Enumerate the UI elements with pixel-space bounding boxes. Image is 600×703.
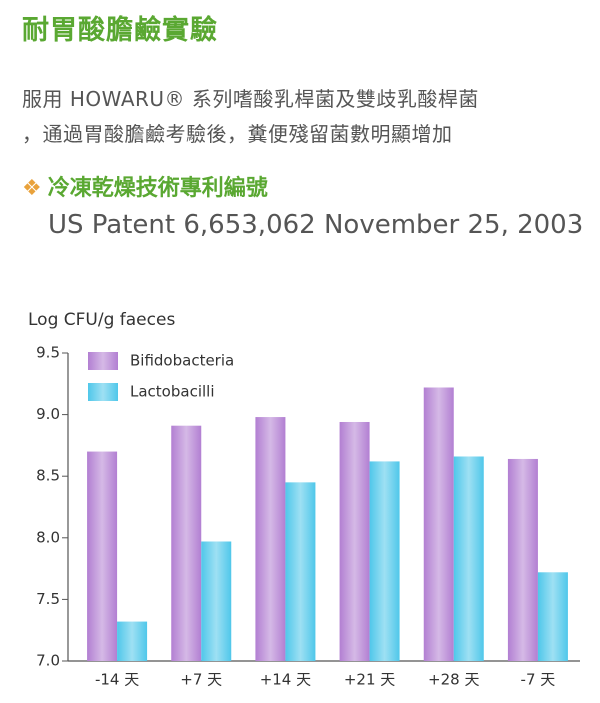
y-tick-label: 7.5 (36, 590, 60, 608)
bar (423, 387, 454, 661)
section-heading: ❖ 冷凍乾燥技術專利編號 (22, 170, 268, 202)
y-axis-label: Log CFU/g faeces (28, 310, 175, 330)
bar (87, 451, 118, 661)
legend-label: Lactobacilli (130, 383, 215, 401)
x-tick-label: -14 天 (95, 671, 139, 689)
bar (369, 461, 400, 661)
y-tick-label: 8.0 (36, 528, 60, 546)
x-tick-label: +7 天 (180, 671, 222, 689)
bar (339, 421, 370, 661)
y-tick-label: 8.5 (36, 467, 60, 485)
legend-swatch (88, 383, 118, 401)
paragraph-line: ，通過胃酸膽鹼考驗後，糞便殘留菌數明顯增加 (22, 122, 453, 146)
bar (537, 572, 568, 661)
patent: US Patent 6,653,062 November 25, 2003 (48, 210, 584, 240)
bar (117, 621, 148, 661)
legend-label: Bifidobacteria (130, 352, 234, 370)
bar (285, 482, 316, 661)
bar (507, 458, 538, 661)
x-tick-label: +21 天 (344, 671, 395, 689)
bar (255, 417, 286, 661)
x-tick-label: -7 天 (521, 671, 556, 689)
bar (453, 456, 484, 661)
bar (171, 425, 202, 661)
y-tick-label: 9.5 (36, 344, 60, 362)
y-tick-label: 9.0 (36, 405, 60, 423)
y-tick-label: 7.0 (36, 652, 60, 670)
legend-swatch (88, 352, 118, 370)
heading-text: 冷凍乾燥技術專利編號 (47, 176, 268, 201)
title: 耐胃酸膽鹼實驗 (22, 15, 218, 46)
paragraph-line: 服用 HOWARU® 系列嗜酸乳桿菌及雙歧乳酸桿菌 (22, 87, 479, 111)
x-tick-label: +14 天 (260, 671, 311, 689)
icon: ❖ (22, 176, 42, 201)
bar (201, 541, 232, 661)
x-tick-label: +28 天 (428, 671, 479, 689)
